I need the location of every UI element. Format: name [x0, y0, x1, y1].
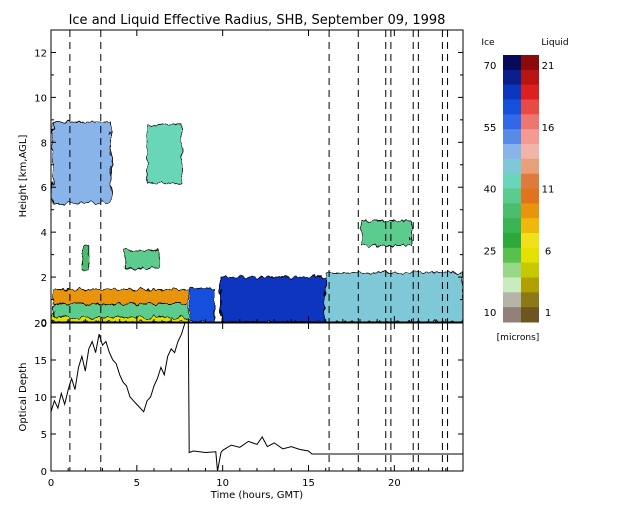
colorbar-ice-tick: 55 — [484, 123, 497, 134]
colorbar-ice-swatch-18 — [503, 307, 521, 323]
time-tick-label: 15 — [302, 478, 315, 489]
colorbar-liquid-swatch-11 — [521, 203, 539, 219]
colorbar-liquid-swatch-12 — [521, 218, 539, 234]
top-dashed-lines — [69, 30, 449, 322]
colorbar-ice-strip — [503, 55, 521, 323]
cloud-layer-2 — [146, 123, 182, 184]
bottom-dashed-lines — [69, 323, 449, 471]
cloud-layer-8 — [54, 303, 189, 318]
height-axis-label: Height [km,AGL] — [18, 135, 29, 218]
optical-depth-tick-label: 5 — [41, 430, 47, 441]
colorbar-liquid-swatch-14 — [521, 247, 539, 264]
time-tick-label: 10 — [216, 478, 229, 489]
optical-depth-tick-label: 20 — [34, 319, 47, 330]
colorbar-liquid-swatch-7 — [521, 144, 539, 160]
colorbar-ice-swatch-8 — [503, 158, 521, 175]
colorbar-liquid-label: Liquid — [541, 38, 568, 48]
colorbar-ice-label: Ice — [481, 38, 495, 48]
colorbar-ice-swatch-12 — [503, 218, 521, 234]
colorbar-ice-swatch-11 — [503, 203, 521, 219]
optical-depth-frame — [50, 322, 464, 472]
colorbar-liquid-swatch-1 — [521, 55, 539, 71]
height-tick-label: 12 — [34, 48, 47, 59]
colorbar-liquid-tick: 11 — [542, 185, 555, 196]
colorbar-liquid-swatch-10 — [521, 188, 539, 204]
colorbar-liquid-swatch-5 — [521, 114, 539, 130]
colorbar-ice-swatch-5 — [503, 114, 521, 130]
colorbar-ice-swatch-3 — [503, 84, 521, 100]
colorbar: Ice Liquid 70 55 40 25 10 21 16 11 6 1 [microns] — [481, 38, 568, 343]
colorbar-liquid-tick: 6 — [545, 246, 551, 257]
colorbar-ice-tick: 40 — [484, 185, 497, 196]
time-axis-label: Time (hours, GMT) — [210, 490, 304, 501]
colorbar-liquid-swatch-16 — [521, 277, 539, 293]
colorbar-liquid-swatch-2 — [521, 69, 539, 86]
optical-depth-axis-label: Optical Depth — [18, 363, 29, 432]
colorbar-ice-swatch-15 — [503, 262, 521, 278]
optical-depth-line — [51, 323, 463, 471]
time-tick-label: 5 — [134, 478, 140, 489]
height-tick-label: 8 — [41, 138, 47, 149]
optical-depth-tick-label: 10 — [34, 393, 47, 404]
height-tick-label: 2 — [41, 273, 47, 284]
colorbar-ice-swatch-10 — [503, 188, 521, 204]
colorbar-ice-swatch-7 — [503, 144, 521, 160]
colorbar-ice-swatch-16 — [503, 277, 521, 293]
colorbar-liquid-strip — [521, 55, 539, 323]
colorbar-ice-tick: 70 — [484, 61, 497, 72]
time-tick-label: 0 — [48, 478, 54, 489]
colorbar-ticks: 70 55 40 25 10 21 16 11 6 1 — [484, 61, 555, 319]
height-tick-label: 10 — [34, 93, 47, 104]
optical-depth-tick-label: 15 — [34, 356, 47, 367]
height-tick-label: 6 — [41, 183, 47, 194]
colorbar-liquid-tick: 21 — [542, 61, 555, 72]
colorbar-liquid-swatch-13 — [521, 233, 539, 249]
cloud-layer-9 — [189, 287, 215, 322]
colorbar-units: [microns] — [497, 333, 540, 343]
cloud-layer-10 — [220, 276, 327, 322]
colorbar-ice-swatch-2 — [503, 69, 521, 86]
cloud-layers — [52, 121, 463, 322]
colorbar-ice-tick: 25 — [484, 246, 497, 257]
colorbar-liquid-swatch-18 — [521, 307, 539, 323]
height-tick-label: 4 — [41, 228, 47, 239]
colorbar-liquid-tick: 16 — [542, 123, 555, 134]
colorbar-liquid-swatch-15 — [521, 262, 539, 278]
colorbar-ice-swatch-9 — [503, 173, 521, 189]
time-tick-label: 20 — [388, 478, 401, 489]
colorbar-ice-tick: 10 — [484, 308, 497, 319]
cloud-layer-6 — [52, 289, 189, 305]
height-tick-label: 0 — [41, 318, 47, 329]
colorbar-liquid-swatch-6 — [521, 129, 539, 145]
height-axis: 0 2 4 6 8 10 12 — [34, 48, 463, 329]
cloud-layer-3 — [81, 245, 90, 271]
colorbar-ice-swatch-1 — [503, 55, 521, 71]
colorbar-liquid-swatch-4 — [521, 99, 539, 115]
cloud-layer-5 — [361, 220, 412, 247]
colorbar-liquid-swatch-8 — [521, 158, 539, 175]
colorbar-liquid-tick: 1 — [545, 308, 551, 319]
colorbar-ice-swatch-4 — [503, 99, 521, 115]
colorbar-ice-swatch-6 — [503, 129, 521, 145]
colorbar-liquid-swatch-9 — [521, 173, 539, 189]
optical-depth-tick-label: 0 — [41, 467, 47, 478]
chart-title: Ice and Liquid Effective Radius, SHB, Se… — [69, 13, 446, 28]
cloud-layer-4 — [124, 249, 160, 269]
heatmap-panel: 0 2 4 6 8 10 12 Height [km,AGL] — [18, 29, 464, 329]
colorbar-ice-swatch-13 — [503, 233, 521, 249]
colorbar-ice-swatch-17 — [503, 292, 521, 308]
colorbar-ice-swatch-14 — [503, 247, 521, 264]
colorbar-liquid-swatch-3 — [521, 84, 539, 100]
cloud-layer-1 — [52, 121, 112, 204]
colorbar-liquid-swatch-17 — [521, 292, 539, 308]
